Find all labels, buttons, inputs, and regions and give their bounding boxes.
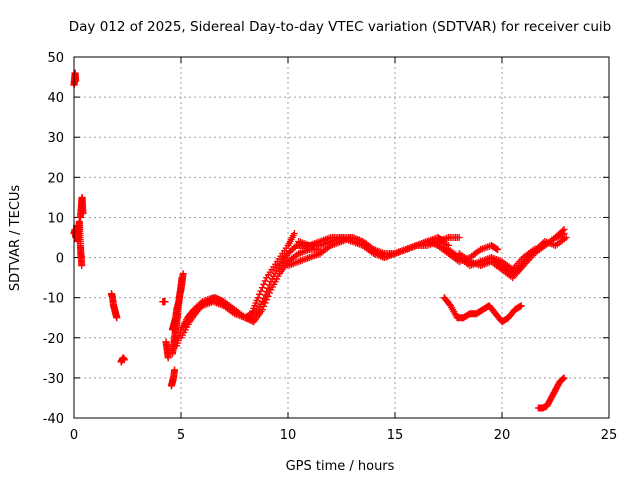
chart-title: Day 012 of 2025, Sidereal Day-to-day VTE… <box>69 19 611 35</box>
data-point <box>559 227 567 235</box>
y-tick-label: -20 <box>43 332 64 347</box>
data-points <box>70 69 570 412</box>
series-seg-1.8h <box>107 290 121 322</box>
data-point <box>79 209 87 217</box>
y-tick-label: -30 <box>43 372 64 387</box>
y-axis-label: SDTVAR / TECUs <box>8 185 23 292</box>
data-point <box>78 262 86 270</box>
data-point <box>516 302 524 310</box>
data-point <box>493 245 501 253</box>
data-point <box>164 354 172 362</box>
data-point <box>258 284 266 292</box>
y-tick-label: 10 <box>47 211 64 226</box>
data-point <box>517 302 525 310</box>
y-tick-label: -10 <box>43 292 64 307</box>
series-arc-low <box>440 294 525 326</box>
series-seg-4.6h-a <box>167 366 179 390</box>
data-point <box>263 296 271 304</box>
series-seg-4.2h-a <box>159 298 169 306</box>
data-point <box>560 374 568 382</box>
series-arc-a <box>173 229 298 350</box>
data-point <box>290 229 298 237</box>
series-early-spike-high <box>70 69 80 89</box>
data-point <box>264 292 272 300</box>
x-tick-label: 0 <box>70 428 78 443</box>
series-arc-j <box>487 225 568 274</box>
series-seg-4.6h-c <box>168 270 187 334</box>
y-tick-label: 50 <box>47 51 64 66</box>
x-tick-label: 10 <box>280 428 297 443</box>
series-seg-4.2h-b <box>162 338 172 362</box>
data-point <box>171 366 179 374</box>
y-tick-label: -40 <box>43 412 64 427</box>
data-point <box>455 234 463 241</box>
data-point <box>120 356 128 364</box>
data-point <box>494 246 502 254</box>
data-point <box>258 306 266 314</box>
data-point <box>439 237 447 245</box>
x-tick-label: 15 <box>387 428 404 443</box>
data-point <box>257 287 265 295</box>
x-tick-label: 5 <box>177 428 185 443</box>
y-tick-label: 40 <box>47 91 64 106</box>
series-early-upper <box>76 193 87 221</box>
data-point <box>560 225 568 233</box>
data-point <box>261 299 269 307</box>
series-arc-bottom <box>534 374 568 412</box>
data-point <box>562 234 570 241</box>
data-point <box>559 375 567 383</box>
data-point <box>260 302 268 310</box>
x-tick-label: 25 <box>601 428 618 443</box>
series-arc-c <box>181 246 324 330</box>
data-point <box>254 294 262 302</box>
data-point <box>72 77 80 85</box>
y-tick-label: 0 <box>56 252 64 267</box>
series-arc-f <box>305 234 448 262</box>
x-axis-label: GPS time / hours <box>286 459 395 474</box>
data-point <box>440 238 448 246</box>
data-point <box>161 298 169 306</box>
series-early-cluster <box>70 217 86 270</box>
plot-frame <box>73 56 610 419</box>
y-tick-label: 20 <box>47 171 64 186</box>
data-point <box>255 290 263 298</box>
data-point <box>260 280 268 288</box>
data-point <box>559 375 567 383</box>
grid-lines <box>74 57 609 418</box>
x-tick-label: 20 <box>494 428 511 443</box>
data-point <box>265 289 273 297</box>
y-tick-label: 30 <box>47 131 64 146</box>
data-point <box>261 277 269 285</box>
data-point <box>179 270 187 278</box>
series-seg-2.3h <box>117 354 128 366</box>
data-point <box>113 314 121 322</box>
